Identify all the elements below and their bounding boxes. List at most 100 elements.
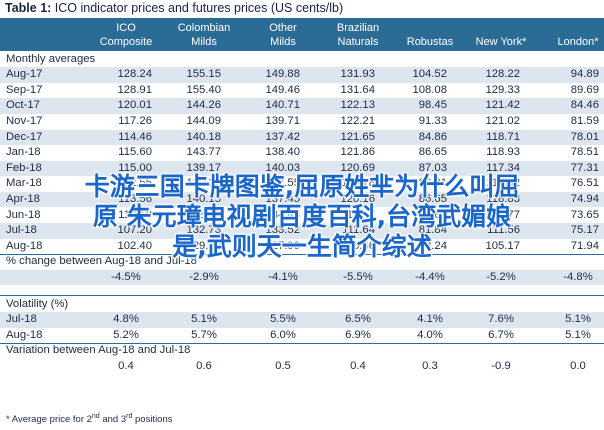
table-rule: [0, 254, 604, 256]
table-cell: 128.91: [117, 83, 152, 96]
column-header-line: Robustas: [406, 36, 454, 48]
row-label: Nov-17: [6, 114, 43, 127]
table-title: Table 1: ICO indicator prices and future…: [5, 0, 343, 16]
table-cell: 155.15: [186, 68, 221, 81]
table-cell: 155.40: [186, 83, 221, 96]
table-cell: 133.52: [265, 224, 300, 237]
table-cell: 117.47: [341, 208, 375, 221]
section-header-row: % change between Aug-18 and Jul-18: [0, 254, 604, 270]
row-label: Sep-17: [6, 83, 43, 96]
table-cell: 143.77: [186, 146, 221, 159]
table-cell: 139.17: [186, 161, 221, 174]
row-label: Mar-18: [6, 177, 42, 190]
table-cell: 140.18: [186, 130, 221, 143]
table-cell: 122.13: [340, 99, 375, 112]
table-cell: 149.88: [265, 68, 300, 81]
table-cell: 0.5: [275, 359, 291, 372]
table-cell: 112.19: [118, 208, 152, 221]
table-cell: 118.71: [486, 130, 520, 143]
column-header-line: Colombian: [177, 21, 231, 34]
table-row: -4.5% -2.9% -4.1% -5.5% -4.4% -5.2% -4.8%: [0, 269, 604, 286]
row-label: Feb-18: [6, 161, 42, 174]
column-header-line: Composite: [99, 35, 153, 48]
table-rule: [0, 294, 604, 296]
table-cell: 119.78: [341, 177, 375, 190]
table-cell: 81.84: [418, 224, 447, 237]
table-cell: -5.2%: [486, 270, 516, 283]
table-cell: 134.43: [265, 208, 300, 221]
footnote-text: and 3: [99, 414, 127, 426]
table-cell: 98.45: [418, 99, 447, 112]
table-cell: 105.17: [485, 239, 520, 252]
table-cell: 108.08: [412, 83, 447, 96]
table-cell: 115.60: [118, 146, 152, 159]
section-header: Variation between Aug-18 and Jul-18: [6, 344, 191, 357]
column-header-line: Milds: [270, 35, 296, 48]
table-cell: 0.6: [196, 359, 212, 372]
table-cell: 137.55: [265, 177, 300, 190]
table-cell: 4.0%: [417, 328, 443, 341]
footnote: * Average price for 2nd and 3rd position…: [6, 413, 173, 425]
column-header: ICO Composite: [89, 18, 163, 51]
table-cell: 0.3: [422, 359, 438, 372]
table-cell: 82.69: [418, 208, 447, 221]
row-label: Oct-17: [6, 99, 40, 112]
table-cell: 149.46: [265, 83, 300, 96]
table-cell: 140.03: [265, 161, 300, 174]
footnote-text: * Average price for 2: [6, 414, 92, 426]
column-header-line: New York*: [475, 36, 527, 48]
row-label: Aug-17: [6, 68, 43, 81]
table-cell: 118.83: [486, 192, 520, 205]
table-cell: 87.03: [418, 161, 447, 174]
table-cell: 6.7%: [488, 328, 514, 341]
table-cell: 115.00: [118, 161, 152, 174]
table-cell: 0.4: [118, 359, 134, 372]
table-cell: 116.77: [486, 208, 520, 221]
table-row: Jun-18 112.19 138.25 134.43 117.47 82.69 116.7…: [0, 208, 604, 224]
table-cell: 117.26: [118, 114, 152, 127]
row-label: Aug-18: [6, 239, 43, 252]
table-cell: 0.0: [570, 359, 586, 372]
table-cell: 5.2%: [113, 328, 139, 341]
table-cell: -4.8%: [563, 270, 593, 283]
section-header-row: Monthly averages: [0, 52, 604, 68]
table-cell: 74.94: [570, 192, 599, 205]
table-title-prefix: Table 1:: [5, 1, 52, 15]
table-cell: 120.69: [340, 161, 375, 174]
table-cell: 4.1%: [417, 313, 443, 326]
table-cell: 91.33: [418, 114, 447, 127]
table-cell: 89.69: [570, 83, 599, 96]
table-cell: 5.7%: [191, 328, 217, 341]
table-cell: 122.21: [340, 114, 375, 127]
table-row: Sep-17 128.91 155.40 149.46 131.64 108.08 129.…: [0, 83, 604, 99]
table-cell: 114.46: [118, 130, 152, 143]
table-cell: 84.46: [570, 99, 599, 112]
table-cell: 128.22: [485, 68, 520, 81]
table-cell: 86.65: [418, 192, 447, 205]
table-row: Jul-18 107.20 132.73 133.52 111.64 81.84 111.5…: [0, 223, 604, 239]
table-cell: -4.4%: [415, 270, 445, 283]
table-cell: 81.59: [570, 114, 599, 127]
table-cell: 121.65: [340, 130, 375, 143]
table-cell: -0.9: [491, 359, 511, 372]
table-title-text: ICO indicator prices and futures prices …: [54, 1, 344, 15]
table-cell: 77.31: [570, 161, 599, 174]
table-cell: 0.4: [350, 359, 366, 372]
column-header: Colombian Milds: [167, 18, 241, 51]
table-cell: -4.1%: [268, 270, 298, 283]
column-header-line: ICO: [116, 21, 136, 34]
row-label: Dec-17: [6, 130, 43, 143]
table-header: ICO Composite Colombian Milds Other Milds Braz…: [0, 18, 604, 51]
column-header: Other Milds: [246, 18, 320, 51]
table-row: Oct-17 120.01 144.26 140.71 122.13 98.45 121.4…: [0, 98, 604, 114]
table-row: Feb-18 115.00 139.17 140.03 120.69 87.03 117.3…: [0, 160, 604, 177]
table-cell: 5.1%: [565, 313, 591, 326]
table-cell: 129.33: [485, 83, 520, 96]
table-cell: 138.40: [265, 146, 300, 159]
table-cell: 139.33: [186, 177, 221, 190]
table-row: Dec-17 114.46 140.18 137.42 121.65 84.86 118.7…: [0, 129, 604, 146]
section-header-row: Variation between Aug-18 and Jul-18: [0, 343, 604, 359]
table-cell: 6.5%: [345, 313, 371, 326]
table-cell: 139.71: [265, 114, 300, 127]
table-cell: -2.9%: [189, 270, 219, 283]
